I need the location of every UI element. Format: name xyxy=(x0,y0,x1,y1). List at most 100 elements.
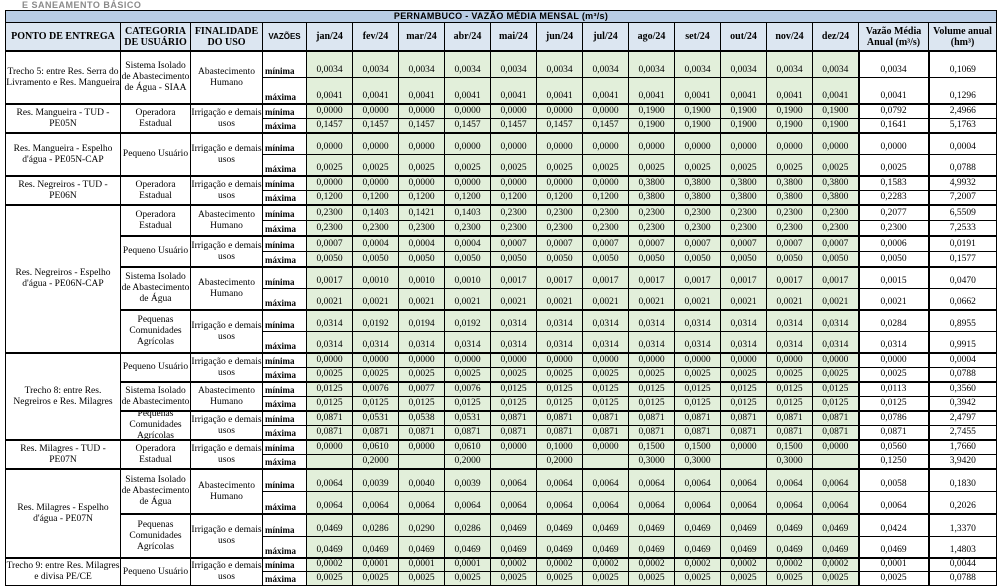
monthly-flow-value: 0,1900 xyxy=(812,103,859,119)
monthly-flow-value: 0,0002 xyxy=(582,557,629,572)
monthly-flow-value: 0,0314 xyxy=(674,309,721,332)
monthly-flow-value: 0,0064 xyxy=(812,468,859,492)
table-row: máxima 0,0021 0,0021 0,0021 0,0021 0,0021 0,00… xyxy=(6,288,998,311)
monthly-flow-value: 0,0064 xyxy=(582,468,629,492)
use-purpose: Abastecimento Humano xyxy=(190,50,263,105)
monthly-flow-value: 0,0314 xyxy=(720,331,767,354)
monthly-flow-value: 0,3800 xyxy=(674,190,721,206)
monthly-flow-value: 0,0025 xyxy=(490,154,537,177)
user-category-text: Sistema Isolado de Abastecimento de Água xyxy=(121,272,190,304)
monthly-flow-value: 0,0025 xyxy=(766,154,813,177)
monthly-flow-value: 0,0125 xyxy=(628,396,675,412)
monthly-flow-value: 0,0017 xyxy=(306,266,353,289)
user-category: Pequeno Usuário xyxy=(120,557,191,586)
use-purpose: Irrigação e demais usos xyxy=(190,513,263,559)
monthly-flow-value: 0,0000 xyxy=(628,352,675,368)
monthly-flow-value: 0,0039 xyxy=(352,468,399,492)
use-purpose: Irrigação e demais usos xyxy=(190,352,263,383)
flow-type: mínima xyxy=(262,439,307,455)
annual-volume-value: 2,4797 xyxy=(927,410,998,426)
header-month: out/24 xyxy=(720,22,767,52)
monthly-flow-value: 0,2300 xyxy=(628,220,675,237)
table-row: Res. Milagres - Espelho d'água - PE07N Si… xyxy=(5,468,998,559)
monthly-flow-value: 0,3800 xyxy=(720,190,767,206)
monthly-flow-value: 0,0000 xyxy=(536,352,583,368)
flow-type: mínima xyxy=(262,468,307,492)
flow-type: máxima xyxy=(262,331,307,354)
use-purpose: Abastecimento Humano xyxy=(190,204,263,237)
use-purpose-text: Abastecimento Humano xyxy=(198,385,255,407)
monthly-flow-value: 0,0314 xyxy=(720,309,767,332)
use-purpose-text: Irrigação e demais usos xyxy=(191,443,262,465)
monthly-flow-value: 0,0039 xyxy=(444,468,491,492)
clipped-heading: E SANEAMENTO BÁSICO xyxy=(22,0,142,10)
user-category-text: Operadora Estadual xyxy=(135,107,176,129)
monthly-flow-value: 0,0000 xyxy=(490,132,537,155)
monthly-flow-value: 0,2300 xyxy=(352,220,399,237)
monthly-flow-value: 0,1457 xyxy=(352,118,399,134)
monthly-flow-value: 0,0469 xyxy=(306,536,353,559)
delivery-point-text: Res. Milagres - Espelho d'água - PE07N xyxy=(17,502,109,524)
table-row: máxima 0,0064 0,0064 0,0064 0,0064 0,0064 0,00… xyxy=(6,491,998,515)
annual-mean-value: 0,0871 xyxy=(857,425,929,441)
monthly-flow-value: 0,1900 xyxy=(628,103,675,119)
monthly-flow-value: 0,0871 xyxy=(674,410,721,426)
monthly-flow-value: 0,0871 xyxy=(766,410,813,426)
flow-type: máxima xyxy=(262,154,307,177)
monthly-flow-value: 0,0000 xyxy=(536,132,583,155)
monthly-flow-value: 0,0314 xyxy=(306,331,353,354)
monthly-flow-value: 0,0041 xyxy=(444,77,491,105)
monthly-flow-value: 0,2300 xyxy=(812,220,859,237)
annual-mean-value: 0,0113 xyxy=(857,381,929,397)
table-row: máxima 0,0125 0,0125 0,0125 0,0125 0,0125 0,01… xyxy=(6,396,998,412)
user-category: Operadora Estadual xyxy=(120,204,191,237)
annual-volume-value: 0,0662 xyxy=(927,288,998,311)
user-category: Pequeno Usuário xyxy=(120,235,191,268)
monthly-flow-table: PERNAMBUCO - VAZÃO MÉDIA MENSAL (m³/s) P… xyxy=(4,10,998,586)
monthly-flow-value: 0,0469 xyxy=(536,513,583,537)
header-flows: VAZÕES xyxy=(262,22,307,52)
monthly-flow-value: 0,2000 xyxy=(444,454,491,470)
monthly-flow-value: 0,0007 xyxy=(490,235,537,252)
header-month: mai/24 xyxy=(490,22,537,52)
monthly-flow-value: 0,0041 xyxy=(812,77,859,105)
flow-type: mínima xyxy=(262,175,307,191)
monthly-flow-value: 0,0076 xyxy=(352,381,399,397)
monthly-flow-value: 0,0034 xyxy=(812,50,859,78)
monthly-flow-value: 0,0017 xyxy=(628,266,675,289)
monthly-flow-value xyxy=(490,454,537,470)
monthly-flow-value: 0,0064 xyxy=(536,491,583,515)
monthly-flow-value: 0,2300 xyxy=(674,204,721,221)
monthly-flow-value: 0,0017 xyxy=(812,266,859,289)
flow-type: mínima xyxy=(262,50,307,78)
monthly-flow-value: 0,0871 xyxy=(628,410,675,426)
monthly-flow-value: 0,2300 xyxy=(628,204,675,221)
monthly-flow-value: 0,0125 xyxy=(582,396,629,412)
monthly-flow-value: 0,0041 xyxy=(398,77,445,105)
monthly-flow-value: 0,2300 xyxy=(490,220,537,237)
monthly-flow-value: 0,0469 xyxy=(306,513,353,537)
monthly-flow-value: 0,0041 xyxy=(490,77,537,105)
annual-mean-value: 0,0025 xyxy=(857,154,929,177)
monthly-flow-value: 0,0000 xyxy=(398,175,445,191)
monthly-flow-value: 0,0064 xyxy=(306,491,353,515)
flow-type: mínima xyxy=(262,204,307,221)
monthly-flow-value: 0,0021 xyxy=(582,288,629,311)
table-row: Trecho 5: entre Res. Serra do Livramento… xyxy=(5,50,998,105)
monthly-flow-value: 0,0000 xyxy=(490,352,537,368)
annual-volume-value: 1,4803 xyxy=(927,536,998,559)
table-row: Res. Milagres - TUD - PE07N Operadora Est… xyxy=(5,439,998,470)
monthly-flow-value: 0,0871 xyxy=(766,425,813,441)
table-row: Res. Negreiros - Espelho d'água - PE06N-… xyxy=(5,204,998,354)
monthly-flow-value: 0,3000 xyxy=(674,454,721,470)
monthly-flow-value: 0,0314 xyxy=(812,331,859,354)
use-purpose: Irrigação e demais usos xyxy=(190,103,263,134)
monthly-flow-value: 0,2300 xyxy=(536,204,583,221)
monthly-flow-value: 0,0025 xyxy=(812,367,859,383)
monthly-flow-value: 0,0064 xyxy=(628,491,675,515)
monthly-flow-value: 0,1457 xyxy=(582,118,629,134)
monthly-flow-value: 0,0469 xyxy=(490,536,537,559)
monthly-flow-value: 0,0050 xyxy=(306,251,353,268)
use-purpose: Irrigação e demais usos xyxy=(190,175,263,206)
monthly-flow-value: 0,0125 xyxy=(398,396,445,412)
